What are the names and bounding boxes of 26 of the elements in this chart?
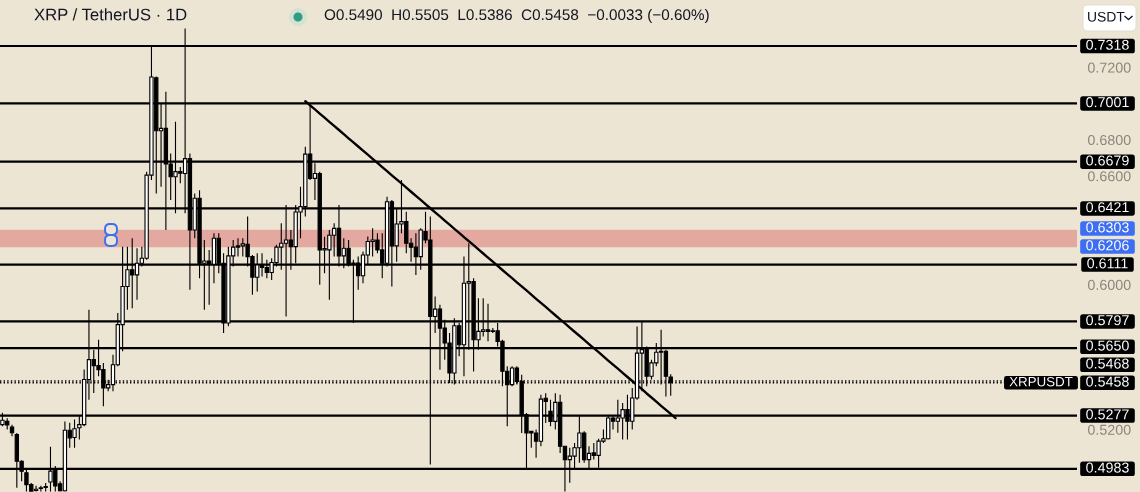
annotation: O0.5490 H0.5505 L0.5386 C0.5458 −0.0033 (−0.60%) — [324, 8, 709, 24]
chart-title: XRP / TetherUS · 1D — [34, 8, 187, 21]
ref-line-label: 0.6421 — [1086, 202, 1129, 213]
ref-line-label: 0.5650 — [1086, 340, 1129, 351]
candlestick — [9, 424, 15, 437]
text: XRPUSDT — [1009, 376, 1073, 387]
ref-line-label: 0.5277 — [1086, 409, 1129, 420]
candlestick — [43, 482, 48, 492]
ref-line-label: 0.7001 — [1086, 97, 1129, 108]
ref-line-label: 0.7318 — [1086, 39, 1129, 50]
candlestick — [38, 485, 44, 492]
y-tick-label: 0.6000 — [1087, 279, 1131, 290]
y-tick-label: 0.5200 — [1087, 424, 1131, 435]
y-tick-label: 0.6600 — [1087, 171, 1131, 182]
candlestick — [33, 485, 39, 492]
text: 0.6206 — [1086, 240, 1129, 251]
text: USDT — [1088, 11, 1125, 22]
ref-line-label: 0.6111 — [1087, 258, 1128, 269]
ref-line-label: 0.4983 — [1086, 462, 1129, 473]
ref-line-label: 0.5797 — [1086, 315, 1129, 326]
text: 0.6303 — [1086, 222, 1129, 233]
ref-line-label: 0.6679 — [1086, 155, 1129, 166]
y-tick-label: 0.6800 — [1087, 134, 1131, 146]
legend-label: 0.5468 — [1086, 358, 1129, 369]
ref-line-label: 0.5458 — [1086, 376, 1129, 387]
y-tick-label: 0.7200 — [1087, 62, 1131, 73]
